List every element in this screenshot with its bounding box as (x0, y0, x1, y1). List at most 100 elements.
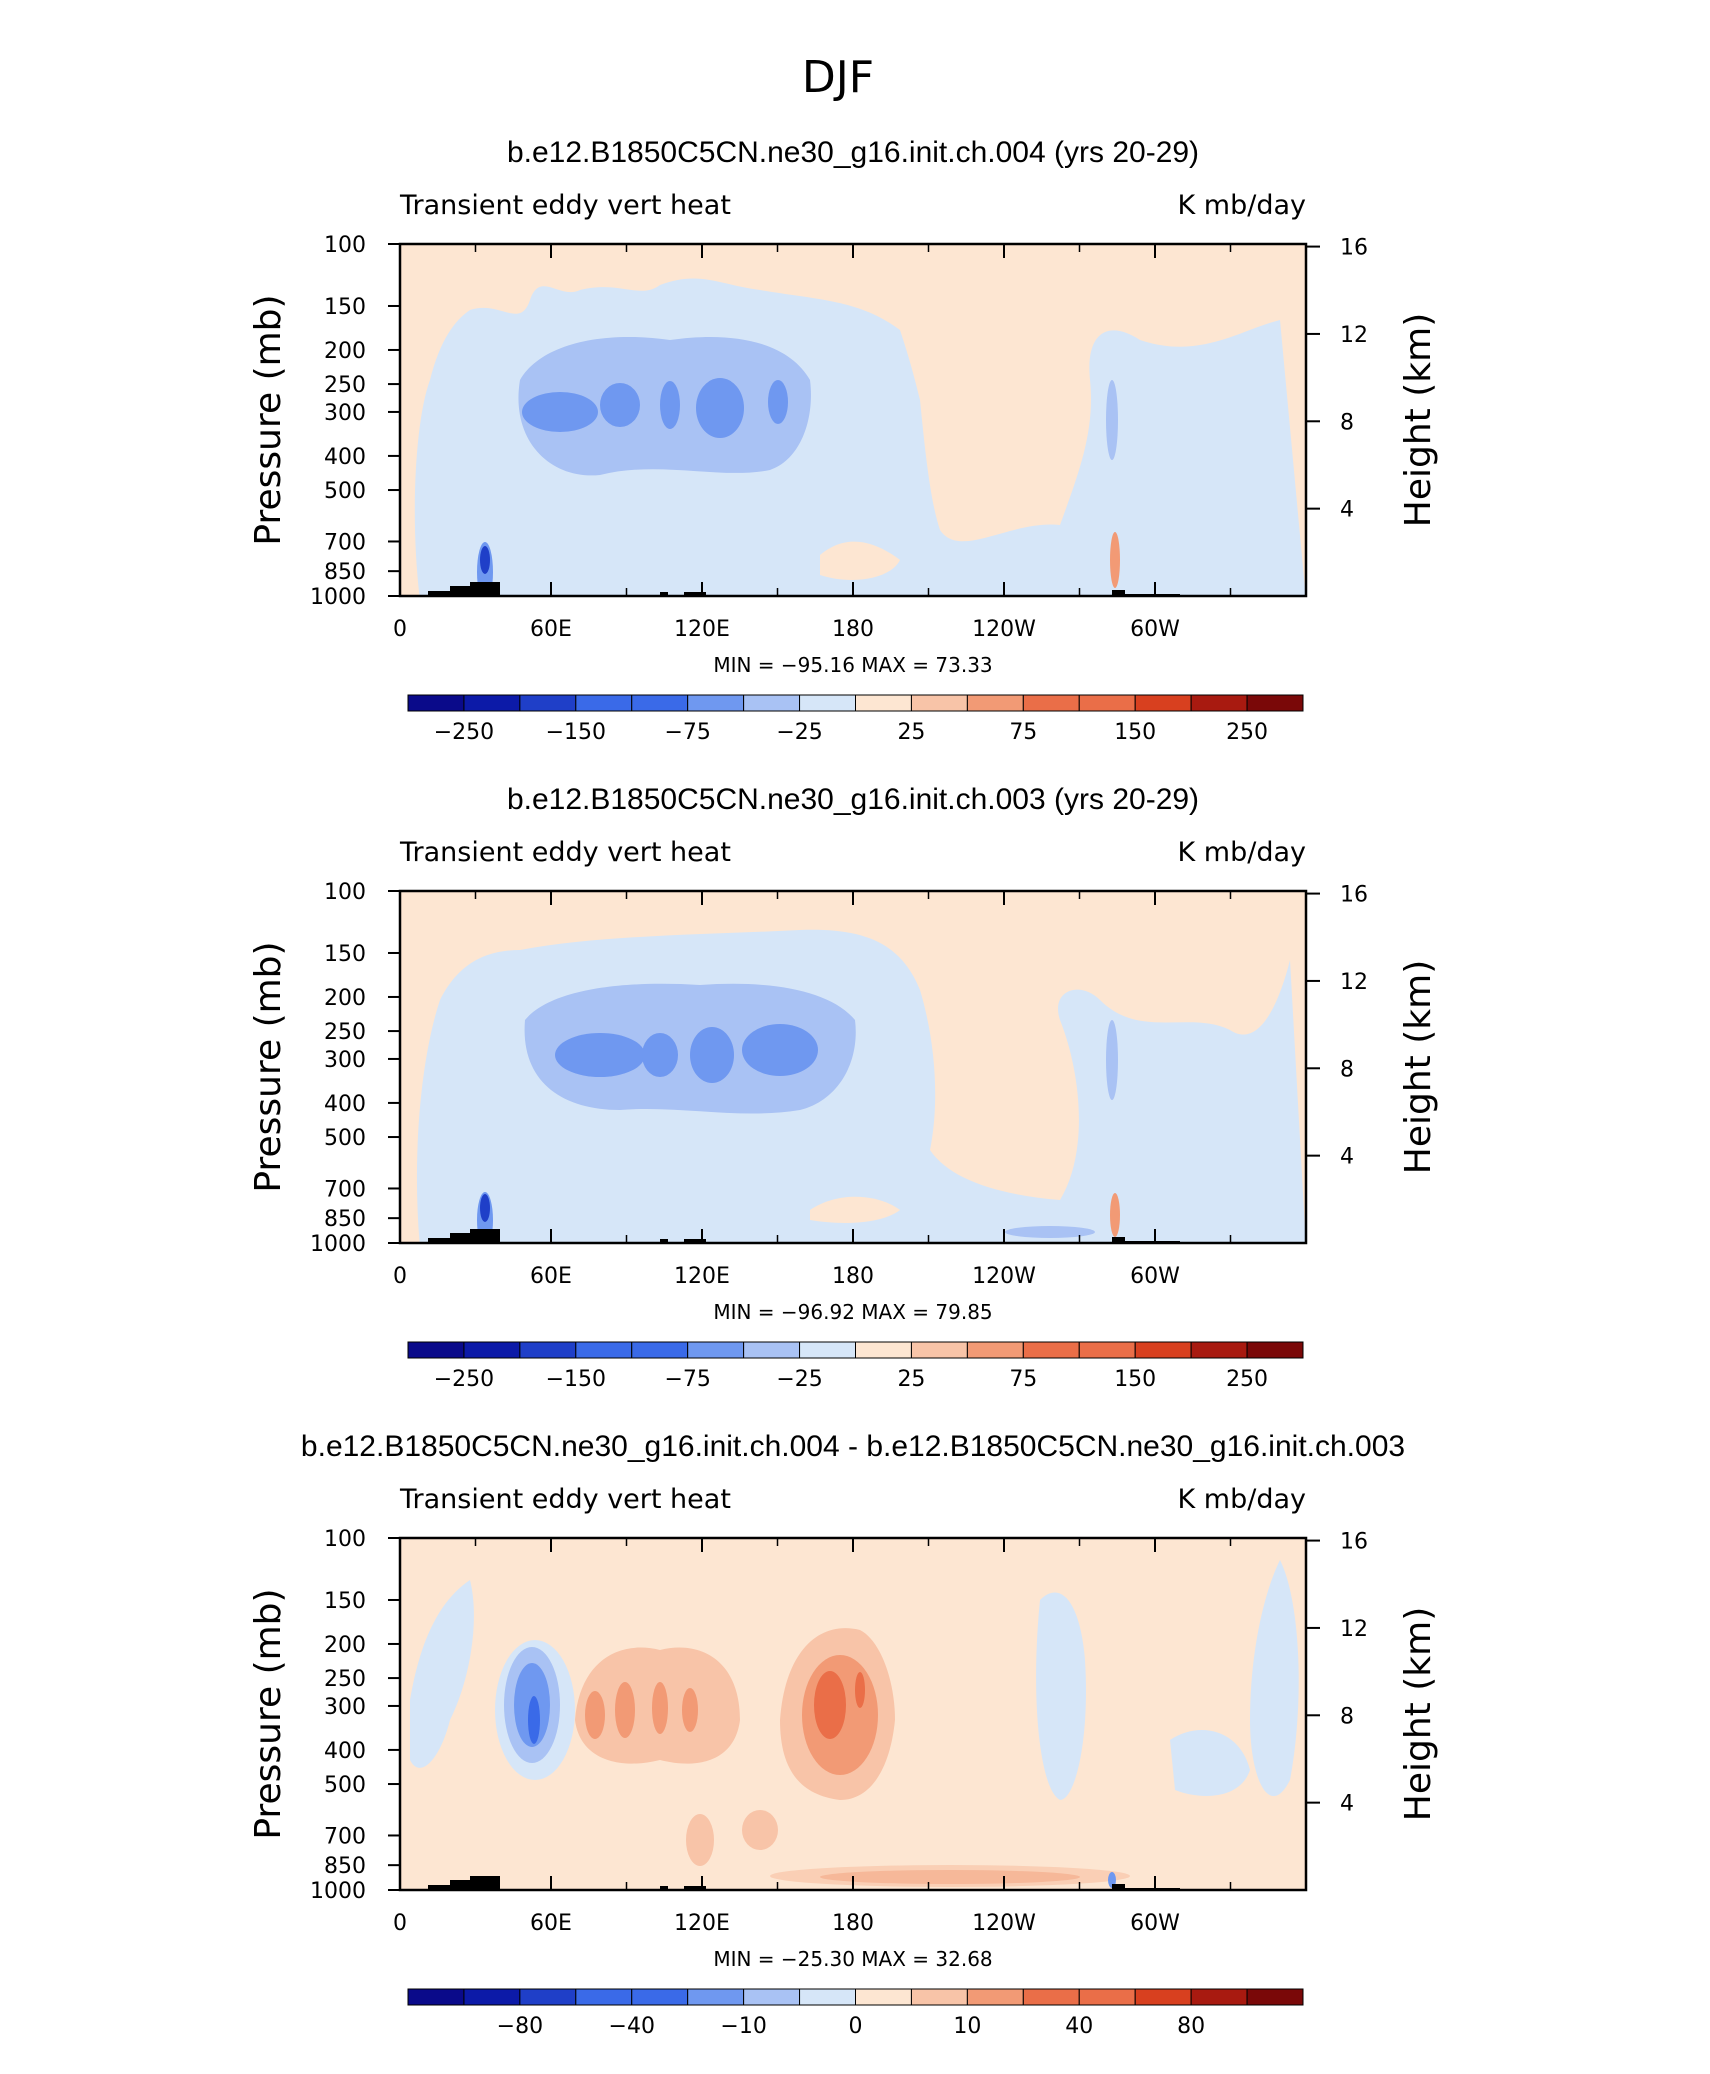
panel-3-colorbar-label: −80 (497, 2014, 543, 2039)
panel-2-y-tick-label: 200 (324, 986, 366, 1011)
panel-3-title: b.e12.B1850C5CN.ne30_g16.init.ch.004 - b… (301, 1430, 1405, 1463)
panel-3-colorbar-box (575, 1988, 633, 2006)
panel-2-colorbar-box (575, 1341, 633, 1359)
panel-3-orange-light-4 (682, 1688, 698, 1732)
panel-3-blue-faint-4 (1170, 1730, 1250, 1796)
panel-1-y-tick-label: 400 (324, 445, 366, 470)
panel-1-colorbar-box (1134, 694, 1192, 712)
panel-1-low-orange-1 (1110, 532, 1120, 588)
panel-3-orange-light-1 (585, 1691, 605, 1739)
panel-3-y-axis-right-label: Height (km) (1398, 1607, 1439, 1821)
panel-3-x-tick-label: 60E (530, 1911, 572, 1936)
panel-2-low-blue-2 (480, 1194, 490, 1222)
panel-1-colorbar-box (1078, 694, 1136, 712)
panel-1-y-right-tick-label: 4 (1340, 498, 1354, 523)
panel-2-blue-light-core-2 (642, 1033, 678, 1077)
panel-1: b.e12.B1850C5CN.ne30_g16.init.ch.004 (yr… (248, 136, 1439, 745)
panel-1-contour-field (400, 244, 1306, 596)
panel-1-colorbar-label: 25 (897, 720, 925, 745)
panel-2-axes: 0 60E 120E 180 120W 60W 100 150 200 250 300 400 500 7… (310, 880, 1368, 1289)
panel-3-y-tick-label: 150 (324, 1589, 366, 1614)
panel-1-colorbar-label: 250 (1226, 720, 1268, 745)
panel-3-colorbar-box (519, 1988, 577, 2006)
panel-1-high-blue-streak (1106, 380, 1118, 460)
panel-2-high-blue-streak (1106, 1020, 1118, 1100)
panel-1-colorbar-box (519, 694, 577, 712)
panel-2-x-tick-label: 60W (1130, 1264, 1180, 1289)
panel-2-x-tick-label: 0 (393, 1264, 407, 1289)
panel-2-colorbar-label: 25 (897, 1367, 925, 1392)
panel-1-colorbar-label: −150 (546, 720, 606, 745)
panel-3-y-tick-label: 500 (324, 1773, 366, 1798)
panel-3-variable-label: Transient eddy vert heat (399, 1484, 731, 1515)
panel-3-colorbar-box (463, 1988, 521, 2006)
panel-3-colorbar-label: 80 (1177, 2014, 1205, 2039)
panel-3-colorbar-box (855, 1988, 912, 2006)
panel-1-colorbar-label: −250 (434, 720, 494, 745)
panel-1-colorbar-box (407, 694, 465, 712)
panel-2-y-axis-right-label: Height (km) (1398, 960, 1439, 1174)
panel-1-blue-faint-lower (1060, 525, 1160, 596)
panel-1-colorbar-box (966, 694, 1024, 712)
panel-2-colorbar-box (463, 1341, 521, 1359)
panel-2-colorbar-box (910, 1341, 968, 1359)
panel-1-orange-patch (820, 541, 900, 580)
panel-1-y-right-tick-label: 12 (1340, 323, 1368, 348)
panel-3-axes: 0 60E 120E 180 120W 60W 100 150 200 250 300 400 500 7… (310, 1527, 1368, 1936)
panel-2-blue-pale-core (524, 983, 856, 1114)
panel-3-colorbar-label: 40 (1065, 2014, 1093, 2039)
panel-3-colorbar-box (631, 1988, 689, 2006)
panel-1-axes: 0 60E 120E 180 120W 60W 100 150 200 250 300 400 500 7… (310, 233, 1368, 642)
panel-3-y-tick-label: 100 (324, 1527, 366, 1552)
panel-1-y-axis-right-label: Height (km) (1398, 313, 1439, 527)
panel-2-colorbar-box (1134, 1341, 1192, 1359)
panel-2-colorbar: −250 −150 −75 −25 25 75 150 250 (407, 1341, 1304, 1392)
panel-2-x-tick-label: 180 (832, 1264, 874, 1289)
panel-2-colorbar-box (519, 1341, 577, 1359)
panel-3-colorbar-box (743, 1988, 801, 2006)
panel-1-x-tick-label: 60W (1130, 617, 1180, 642)
panel-2-colorbar-box (631, 1341, 689, 1359)
panel-3-colorbar-box (799, 1988, 856, 2006)
panel-2-y-axis-label: Pressure (mb) (248, 941, 289, 1192)
panel-3-y-tick-label: 700 (324, 1824, 366, 1849)
panel-2-colorbar-box (855, 1341, 912, 1359)
panel-2-colorbar-label: 75 (1009, 1367, 1037, 1392)
panel-3-orange-light-2 (615, 1682, 635, 1738)
panel-3-colorbar-box (1134, 1988, 1192, 2006)
panel-2-y-right-tick-label: 12 (1340, 970, 1368, 995)
panel-1-colorbar-label: −25 (776, 720, 822, 745)
panel-3-blue-faint-3 (1036, 1592, 1086, 1800)
panel-2-contour-field (400, 891, 1306, 1243)
panel-1-colorbar-box (631, 694, 689, 712)
panel-2-colorbar-label: −75 (664, 1367, 710, 1392)
panel-1-colorbar-label: −75 (664, 720, 710, 745)
panel-1-blue-light-core-5 (768, 380, 788, 424)
panel-2: b.e12.B1850C5CN.ne30_g16.init.ch.003 (yr… (248, 783, 1439, 1392)
panel-1-x-tick-label: 120E (674, 617, 730, 642)
panel-3-blue-mid-1 (528, 1696, 540, 1744)
panel-1-title: b.e12.B1850C5CN.ne30_g16.init.ch.004 (yr… (507, 136, 1199, 169)
panel-3-y-tick-label: 200 (324, 1633, 366, 1658)
panel-2-y-tick-label: 1000 (310, 1232, 366, 1257)
panel-3-y-axis-label: Pressure (mb) (248, 1588, 289, 1839)
panel-1-y-tick-label: 300 (324, 401, 366, 426)
panel-2-y-tick-label: 850 (324, 1207, 366, 1232)
panel-1-x-tick-label: 0 (393, 617, 407, 642)
panel-1-y-tick-label: 700 (324, 530, 366, 555)
panel-1-colorbar-box (1246, 694, 1304, 712)
panel-1-y-tick-label: 150 (324, 295, 366, 320)
panel-3-orange-light-3 (652, 1682, 668, 1734)
panel-1-colorbar-box (1190, 694, 1248, 712)
panel-2-colorbar-box (1190, 1341, 1248, 1359)
panel-3-y-right-tick-label: 8 (1340, 1704, 1354, 1729)
panel-1-colorbar-box (799, 694, 856, 712)
panel-3-colorbar-box (1190, 1988, 1248, 2006)
panel-2-colorbar-label: −25 (776, 1367, 822, 1392)
panel-2-y-tick-label: 700 (324, 1177, 366, 1202)
panel-2-y-tick-label: 500 (324, 1126, 366, 1151)
panel-3-y-tick-label: 1000 (310, 1879, 366, 1904)
panel-1-colorbar-label: 150 (1114, 720, 1156, 745)
panel-2-y-right-tick-label: 8 (1340, 1057, 1354, 1082)
panel-3-colorbar-label: 0 (849, 2014, 863, 2039)
